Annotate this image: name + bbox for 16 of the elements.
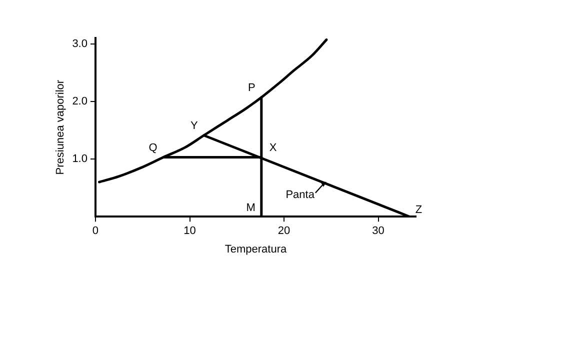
annotation: Z bbox=[415, 204, 422, 216]
y-tick-label: 3.0 bbox=[72, 38, 88, 50]
annotation: P bbox=[248, 82, 256, 94]
x-tick-label: 20 bbox=[278, 225, 290, 238]
x-tick-label: 10 bbox=[184, 225, 196, 238]
annotation: X bbox=[269, 142, 278, 154]
y-tick-label: 2.0 bbox=[72, 95, 88, 108]
annotation: Y bbox=[190, 120, 199, 132]
x-axis-title: Temperatura bbox=[224, 243, 288, 256]
x-tick-label: 30 bbox=[372, 225, 384, 238]
y-tick-label: 1.0 bbox=[72, 153, 88, 166]
annotation: Q bbox=[148, 142, 158, 154]
annotation: M bbox=[246, 202, 256, 214]
x-tick-label: 0 bbox=[92, 225, 99, 238]
annotation: Panta bbox=[286, 188, 316, 201]
y-axis-title: Presiunea vaporilor bbox=[54, 80, 67, 175]
